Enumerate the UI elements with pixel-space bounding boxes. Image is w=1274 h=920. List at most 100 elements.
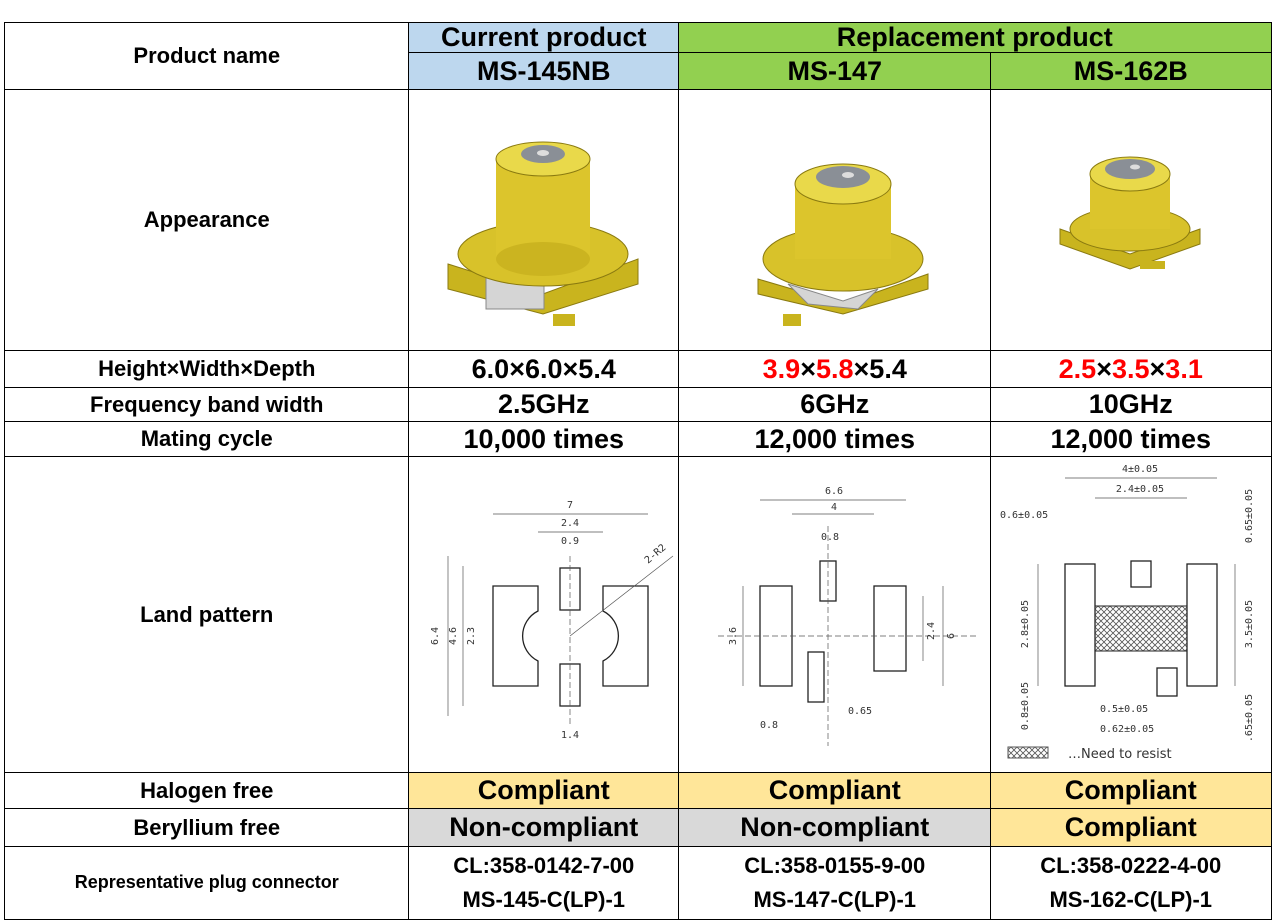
dim-label: 6 bbox=[946, 633, 957, 639]
dim-label: 0.65±0.05 bbox=[1244, 489, 1255, 543]
legend-note: …Need to resist bbox=[1068, 747, 1172, 762]
value-cell: 12,000 times bbox=[990, 421, 1272, 458]
dim-label: 7 bbox=[567, 500, 573, 511]
compliance: Compliant bbox=[1064, 812, 1197, 843]
label-cell: Beryllium free bbox=[4, 808, 410, 848]
dim-label: 0.9 bbox=[561, 536, 579, 547]
plug-part: CL:358-0222-4-00 bbox=[1040, 852, 1222, 878]
label-cell: Representative plug connector bbox=[4, 846, 410, 920]
row-label: Height×Width×Depth bbox=[98, 356, 316, 382]
dim-label: 1.4 bbox=[561, 730, 579, 741]
value-cell: 12,000 times bbox=[678, 421, 992, 458]
group-label: Replacement product bbox=[836, 22, 1113, 53]
row-label: Mating cycle bbox=[140, 426, 273, 452]
mating-cycle: 10,000 times bbox=[463, 423, 625, 454]
plug-cell: CL:358-0155-9-00 MS-147-C(LP)-1 bbox=[678, 846, 992, 920]
compliance: Compliant bbox=[477, 775, 610, 806]
mating-cycle: 12,000 times bbox=[1050, 423, 1212, 454]
compliance-cell: Compliant bbox=[990, 772, 1272, 810]
value-cell: 6GHz bbox=[678, 387, 992, 423]
dim-label: 0.65 bbox=[848, 706, 872, 717]
size-part: 3.1 bbox=[1165, 353, 1203, 384]
product-cell: MS-145NB bbox=[408, 52, 680, 91]
size-part: 5.8 bbox=[815, 353, 854, 384]
dim-label: 0.5±0.05 bbox=[1100, 704, 1148, 715]
value-cell: 2.5GHz bbox=[408, 387, 680, 423]
compliance: Non-compliant bbox=[449, 812, 639, 843]
size-part: 3.9 bbox=[762, 353, 801, 384]
size-separator: × bbox=[853, 353, 870, 384]
compliance: Compliant bbox=[768, 775, 901, 806]
dim-label: 2.3 bbox=[466, 627, 477, 645]
compliance-cell: Compliant bbox=[678, 772, 992, 810]
row-label: Frequency band width bbox=[90, 391, 324, 417]
dim-label: 2.4 bbox=[561, 518, 579, 529]
dim-label: 3.6 bbox=[728, 627, 739, 645]
product-name: MS-162B bbox=[1073, 55, 1188, 86]
size-cell: 6.0×6.0×5.4 bbox=[408, 350, 680, 389]
compliance-cell: Compliant bbox=[990, 808, 1272, 848]
connector-image bbox=[447, 141, 639, 326]
size-separator: × bbox=[800, 353, 816, 384]
label-cell: Height×Width×Depth bbox=[4, 350, 410, 389]
size-part: 3.5 bbox=[1111, 353, 1150, 384]
dim-label: 0.8 bbox=[760, 720, 778, 731]
label-cell: Mating cycle bbox=[4, 421, 410, 458]
size-part: 6.0 bbox=[471, 353, 510, 384]
dim-label: 0.62±0.05 bbox=[1100, 724, 1154, 735]
dim-label: 2.4 bbox=[926, 622, 937, 640]
size-part: 2.5 bbox=[1058, 353, 1097, 384]
header-cell: Replacement product bbox=[678, 22, 1272, 54]
land-pattern: 4±0.05 2.4±0.05 0.6±0.05 0.65±0.05 2.8±0… bbox=[1000, 464, 1255, 762]
product-cell: MS-162B bbox=[990, 52, 1272, 91]
frequency: 6GHz bbox=[800, 389, 870, 420]
dim-label: 0.8±0.05 bbox=[1020, 682, 1031, 730]
plug-part: MS-145-C(LP)-1 bbox=[462, 886, 626, 912]
size-value: 2.5×3.5×3.1 bbox=[1059, 354, 1203, 385]
dim-label: .65±0.05 bbox=[1244, 694, 1255, 742]
row-label: Product name bbox=[133, 43, 281, 69]
compliance-cell: Non-compliant bbox=[408, 808, 680, 848]
plug-part: CL:358-0142-7-00 bbox=[453, 852, 635, 878]
dim-label: 2.8±0.05 bbox=[1020, 600, 1031, 648]
header-cell: Current product bbox=[408, 22, 680, 54]
label-cell: Halogen free bbox=[4, 772, 410, 810]
plug-part: MS-162-C(LP)-1 bbox=[1049, 886, 1213, 912]
land-cell bbox=[678, 456, 992, 774]
size-part: 6.0 bbox=[524, 353, 563, 384]
label-cell: Appearance bbox=[4, 89, 410, 352]
plug-cell: CL:358-0222-4-00 MS-162-C(LP)-1 bbox=[990, 846, 1272, 920]
plug-cell: CL:358-0142-7-00 MS-145-C(LP)-1 bbox=[408, 846, 680, 920]
plug-part: MS-147-C(LP)-1 bbox=[753, 886, 917, 912]
dim-label: 0.8 bbox=[821, 532, 839, 543]
row-label: Representative plug connector bbox=[74, 872, 339, 893]
size-value: 3.9×5.8×5.4 bbox=[763, 354, 907, 385]
mating-cycle: 12,000 times bbox=[754, 423, 916, 454]
compliance: Compliant bbox=[1064, 775, 1197, 806]
size-cell: 2.5×3.5×3.1 bbox=[990, 350, 1272, 389]
size-separator: × bbox=[562, 353, 579, 384]
land-pattern: 6.6 4 0.8 3.6 2.4 6 0.65 0.8 bbox=[718, 486, 978, 746]
size-separator: × bbox=[1096, 353, 1112, 384]
dim-label: 4±0.05 bbox=[1122, 464, 1158, 475]
plug-part: CL:358-0155-9-00 bbox=[744, 852, 926, 878]
land-pattern: 7 2.4 0.9 2-R2 6.4 4.6 2.3 1.4 bbox=[430, 500, 674, 741]
frequency: 2.5GHz bbox=[497, 389, 590, 420]
size-value: 6.0×6.0×5.4 bbox=[472, 354, 616, 385]
row-label: Beryllium free bbox=[133, 814, 281, 840]
dim-label: 4 bbox=[831, 502, 837, 513]
compliance: Non-compliant bbox=[740, 812, 930, 843]
dim-label: 4.6 bbox=[448, 627, 459, 645]
group-label: Current product bbox=[441, 22, 647, 53]
header-cell: Product name bbox=[4, 22, 410, 91]
row-label: Appearance bbox=[143, 207, 270, 233]
size-separator: × bbox=[509, 353, 525, 384]
dim-label: 0.6±0.05 bbox=[1000, 510, 1048, 521]
connector-image bbox=[757, 163, 929, 326]
label-cell: Frequency band width bbox=[4, 387, 410, 423]
product-cell: MS-147 bbox=[678, 52, 992, 91]
dim-label: 6.6 bbox=[825, 486, 843, 497]
size-part: 5.4 bbox=[869, 353, 907, 384]
frequency: 10GHz bbox=[1088, 389, 1173, 420]
